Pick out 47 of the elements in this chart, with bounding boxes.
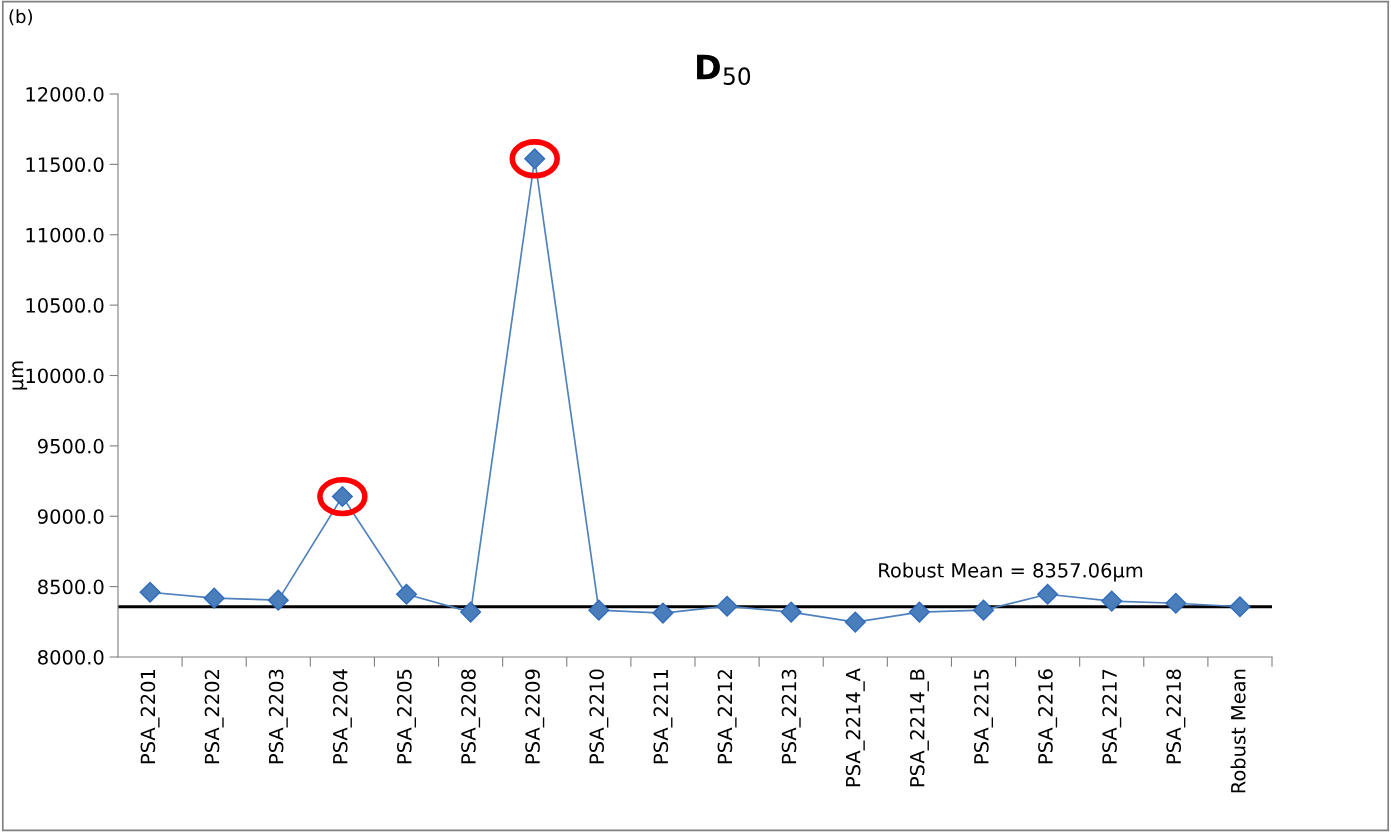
y-tick-label: 11500.0: [26, 157, 104, 173]
y-tick-label: 8000.0: [38, 649, 104, 665]
y-tick-label: 10500.0: [26, 298, 104, 313]
y-tick-label: 8500.0: [38, 579, 104, 595]
ref-line-label: Robust Mean = 8357.06µm: [879, 562, 1143, 582]
point: [1165, 592, 1187, 614]
x-tick-label: PSA_2218: [1166, 669, 1186, 764]
x-tick-label: PSA_2213: [781, 669, 801, 764]
x-tick-label: PSA_2208: [461, 669, 481, 764]
point: [588, 599, 610, 621]
y-tick-label: 11000.0: [26, 227, 104, 243]
y-tick-label: 9500.0: [37, 438, 104, 454]
x-tick-label: PSA_2201: [140, 669, 160, 764]
x-tick-label: PSA_2210: [589, 669, 609, 764]
point: [203, 587, 225, 609]
point: [652, 602, 674, 624]
x-tick-label: PSA_2215: [973, 669, 994, 764]
x-tick-label: PSA_2214_A: [845, 668, 865, 787]
x-tick-label: PSA_2203: [268, 669, 288, 764]
x-tick-label: PSA_2211: [653, 669, 673, 764]
point: [460, 601, 482, 623]
point: [267, 589, 289, 611]
point: [1229, 596, 1251, 618]
x-tick-label: PSA_2217: [1102, 669, 1122, 764]
x-tick-label: PSA_2205: [396, 669, 417, 764]
point: [844, 611, 866, 633]
x-tick-label: PSA_2212: [717, 670, 737, 764]
x-tick-label: PSA_2202: [204, 670, 224, 764]
point: [716, 595, 738, 617]
point: [1037, 583, 1059, 605]
point: [908, 601, 930, 623]
x-tick-label: PSA_2209: [525, 669, 545, 764]
x-tick-label: Robust Mean: [1230, 669, 1246, 793]
x-tick-label: PSA_2216: [1038, 669, 1058, 764]
x-tick-label: PSA_2214_B: [909, 669, 929, 787]
text: (b): [9, 9, 32, 26]
y-axis-title: µm: [12, 361, 28, 390]
y-tick-label: 10000.0: [26, 368, 104, 384]
point: [139, 581, 161, 603]
point: [395, 583, 418, 605]
chart-title: D$_{50}$: [697, 54, 751, 85]
x-tick-label: PSA_2204: [332, 669, 352, 764]
y-tick-label: 9000.0: [37, 509, 104, 524]
point: [972, 599, 995, 621]
point: [780, 601, 802, 623]
y-tick-label: 12000.0: [26, 86, 104, 102]
point: [1101, 590, 1123, 612]
